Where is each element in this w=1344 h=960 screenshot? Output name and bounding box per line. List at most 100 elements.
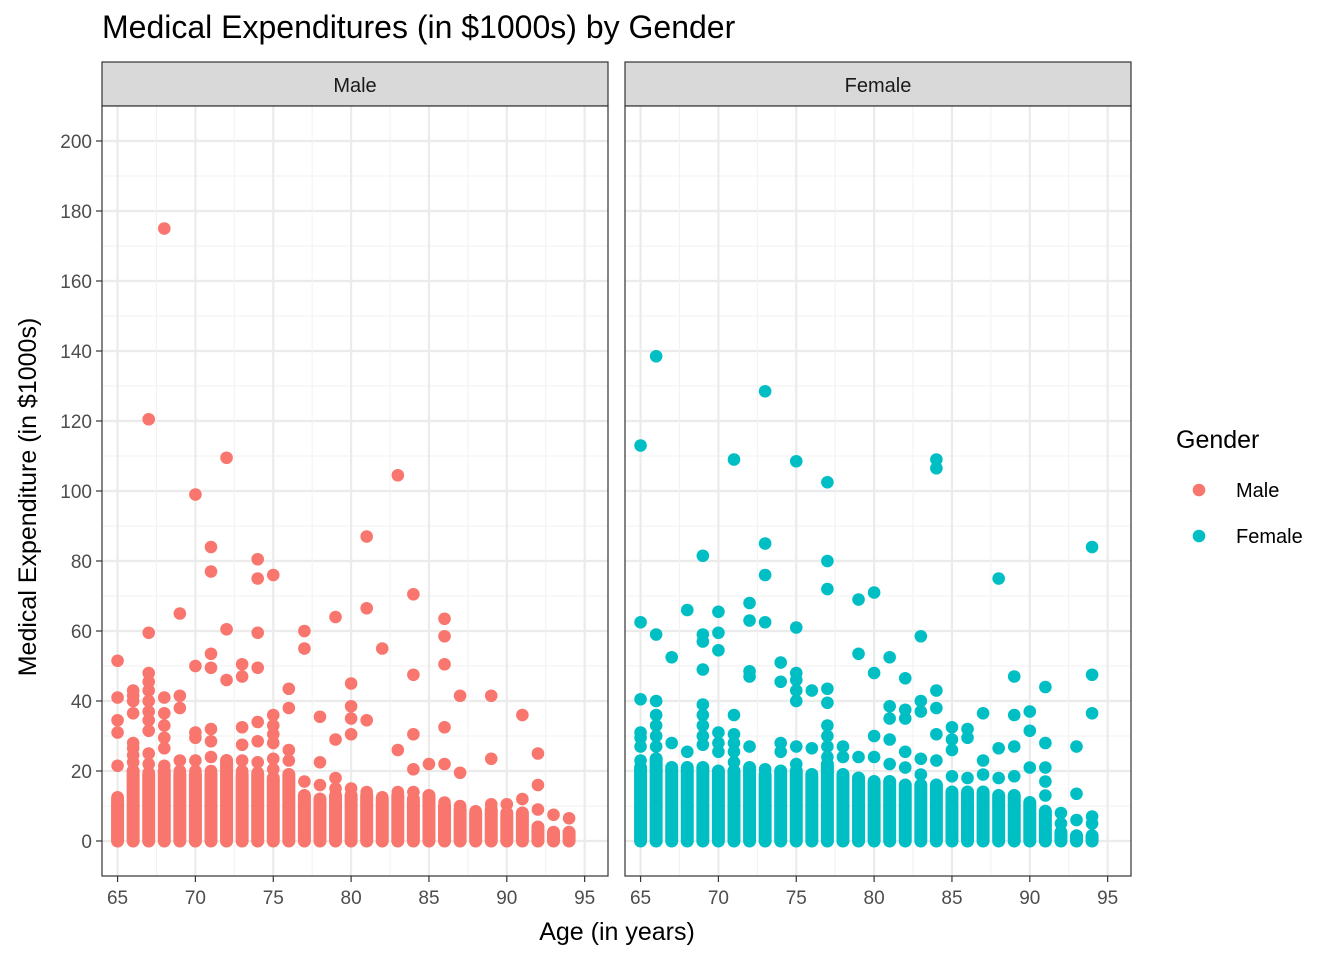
data-point [235, 670, 249, 683]
data-point [821, 582, 834, 596]
data-point [204, 722, 218, 736]
data-point [157, 719, 171, 732]
data-point [173, 754, 187, 767]
data-point [665, 736, 679, 750]
data-point [251, 766, 264, 780]
legend-items: Male Female [1192, 480, 1303, 548]
data-point [649, 349, 663, 363]
data-point [157, 706, 171, 720]
data-point [743, 614, 756, 627]
data-point [789, 684, 803, 697]
data-point [204, 647, 218, 661]
y-tick-label: 0 [81, 832, 92, 853]
data-point [821, 729, 834, 743]
data-point [142, 705, 156, 718]
data-point [883, 650, 896, 664]
data-point [883, 757, 896, 771]
data-point [821, 750, 834, 764]
data-point [126, 706, 140, 720]
data-point [945, 769, 959, 783]
data-point [852, 593, 865, 606]
data-point [531, 747, 545, 760]
data-point [789, 673, 803, 687]
facet-strip-label: Female [845, 75, 912, 97]
x-axis: 65 70 75 80 85 90 95 [630, 876, 1118, 909]
x-tick-label: 80 [864, 888, 885, 909]
data-point [438, 657, 451, 671]
data-point [111, 790, 124, 804]
data-point [1039, 789, 1052, 802]
data-point [727, 755, 741, 769]
data-point [1039, 680, 1052, 694]
legend-item-male: Male [1192, 480, 1279, 502]
data-point [1085, 706, 1099, 720]
data-point [898, 671, 912, 685]
data-point [805, 741, 819, 755]
data-point [867, 586, 881, 599]
data-point [438, 720, 451, 734]
data-point [220, 754, 233, 767]
data-point [945, 733, 959, 746]
data-point [142, 713, 156, 727]
data-point [173, 607, 187, 620]
data-point [712, 726, 725, 739]
data-point [360, 530, 373, 543]
data-point [298, 642, 311, 655]
data-point [992, 771, 1005, 785]
data-point [438, 612, 451, 626]
data-point [453, 689, 467, 703]
data-point [712, 745, 725, 759]
data-point [329, 782, 342, 795]
facet-strip [624, 61, 1132, 107]
data-point [251, 626, 264, 640]
data-point [696, 698, 710, 711]
data-point [391, 743, 405, 757]
x-tick-label: 65 [107, 888, 128, 909]
data-point [743, 670, 756, 683]
data-point [758, 568, 772, 582]
data-point [282, 743, 296, 757]
data-point [649, 708, 663, 722]
data-point [930, 754, 943, 767]
x-tick-label: 70 [708, 888, 729, 909]
data-point [852, 647, 865, 661]
data-point [634, 615, 647, 629]
data-point [867, 666, 881, 680]
data-point [914, 694, 928, 708]
data-point [313, 755, 327, 769]
dense-point-columns [111, 754, 576, 848]
data-point [914, 629, 928, 643]
data-point [204, 565, 218, 578]
data-point [251, 734, 264, 748]
data-point [727, 727, 741, 741]
data-point [204, 764, 218, 778]
data-point [251, 755, 264, 769]
data-point [1085, 831, 1099, 844]
data-point [142, 666, 156, 680]
data-point [696, 549, 710, 563]
data-point [883, 712, 896, 725]
data-point [930, 701, 943, 715]
data-point [438, 629, 451, 643]
panel-female: Female 65 70 75 80 85 90 95 [624, 61, 1132, 909]
data-point [235, 764, 249, 778]
data-point [453, 766, 467, 780]
data-point [235, 754, 249, 767]
data-point [422, 757, 436, 771]
x-tick-label: 95 [1097, 888, 1118, 909]
data-point [282, 768, 296, 781]
x-axis: 65 70 75 80 85 90 95 [107, 876, 595, 909]
data-point [111, 654, 124, 668]
data-point [220, 622, 233, 636]
data-point [1039, 775, 1052, 788]
data-point [727, 736, 741, 750]
data-point [758, 762, 772, 776]
data-point [914, 752, 928, 766]
x-tick-label: 80 [341, 888, 362, 909]
y-tick-label: 20 [71, 762, 92, 783]
data-point [821, 719, 834, 732]
data-point [930, 453, 943, 466]
y-tick-label: 60 [71, 622, 92, 643]
data-point [1070, 813, 1083, 827]
